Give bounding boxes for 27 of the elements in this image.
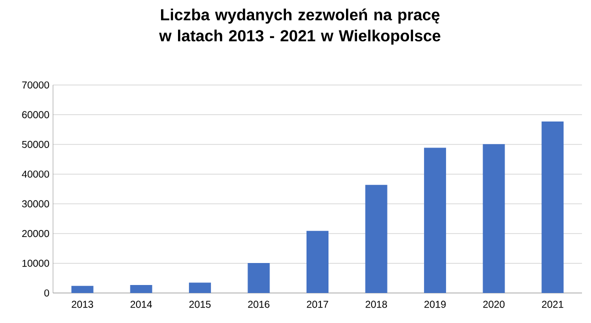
x-tick-label: 2016 [248, 300, 270, 308]
x-tick-label: 2013 [72, 300, 94, 308]
y-tick-label: 40000 [22, 170, 50, 178]
bar [482, 144, 505, 293]
x-tick-label: 2017 [306, 300, 328, 308]
chart-title: Liczba wydanych zezwoleń na pracę w latach 2013 - 2021 w Wielkopolsce [159, 8, 440, 45]
bar [71, 286, 94, 293]
y-tick-label: 10000 [22, 260, 50, 267]
y-tick-label: 50000 [22, 140, 50, 148]
x-tick-label: 2018 [366, 300, 387, 308]
bar [130, 284, 152, 293]
x-tick-label: 2019 [424, 300, 446, 308]
bar [542, 122, 564, 293]
bar [248, 262, 270, 293]
y-tick-label: 20000 [22, 230, 50, 238]
y-tick-label: 0 [44, 289, 50, 297]
x-tick-label: 2021 [542, 300, 564, 308]
y-tick-label: 70000 [22, 81, 50, 89]
x-tick-label: 2014 [130, 300, 152, 308]
bar [365, 184, 388, 293]
y-tick-label: 60000 [22, 111, 50, 118]
bar [306, 230, 328, 293]
x-tick-label: 2015 [189, 300, 211, 308]
x-tick-label: 2020 [483, 300, 505, 308]
y-tick-label: 30000 [22, 200, 50, 208]
bar [424, 148, 446, 293]
bar [188, 282, 211, 293]
